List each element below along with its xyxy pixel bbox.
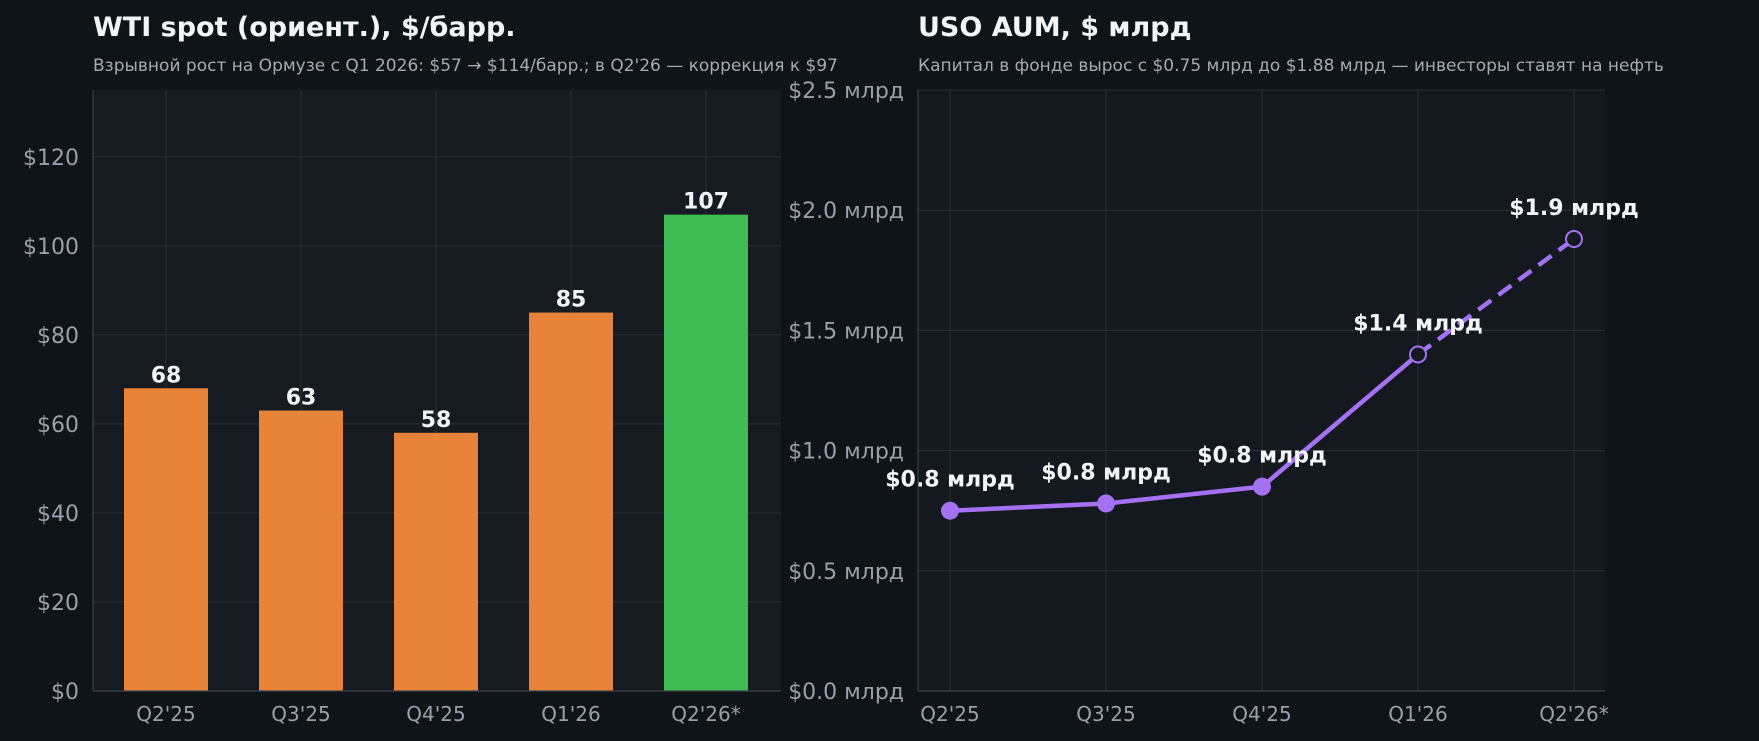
wti-bar <box>394 432 478 691</box>
uso-y-tick-label: $0.0 млрд <box>788 680 904 705</box>
wti-bar-value-label: 68 <box>151 363 182 388</box>
uso-x-ticks: Q2'25 Q3'25 Q4'25 Q1'26 Q2'26* <box>920 702 1608 726</box>
uso-x-tick-label: Q2'26* <box>1539 702 1608 726</box>
wti-bars <box>124 214 748 691</box>
wti-data-labels: 68 63 58 85 107 <box>151 190 729 433</box>
uso-point-marker <box>1409 345 1427 364</box>
wti-bar <box>664 214 748 691</box>
uso-y-tick-label: $1.5 млрд <box>788 319 904 344</box>
uso-x-tick-label: Q2'25 <box>920 702 979 726</box>
wti-bar <box>529 312 613 691</box>
uso-point-value-label: $0.8 млрд <box>885 468 1015 493</box>
uso-y-tick-label: $0.5 млрд <box>788 560 904 585</box>
wti-x-ticks: Q2'25 Q3'25 Q4'25 Q1'26 Q2'26* <box>136 702 740 726</box>
wti-bar-value-label: 85 <box>556 288 587 313</box>
uso-aum-chart: $0.8 млрд $0.8 млрд $0.8 млрд $1.4 млрд $1.9… <box>788 12 1664 726</box>
wti-bar-value-label: 63 <box>286 386 317 411</box>
uso-line-estimate <box>1416 237 1576 357</box>
uso-line-actual <box>947 352 1421 513</box>
uso-x-tick-label: Q1'26 <box>1388 702 1447 726</box>
uso-y-tick-label: $2.0 млрд <box>788 199 904 224</box>
wti-x-tick-label: Q2'26* <box>671 702 740 726</box>
wti-y-tick-label: $20 <box>37 591 79 616</box>
wti-bar-value-label: 58 <box>421 408 452 433</box>
wti-bar <box>124 388 208 691</box>
uso-y-tick-label: $2.5 млрд <box>788 79 904 104</box>
wti-bar-value-label: 107 <box>683 190 729 215</box>
wti-y-tick-label: $0 <box>51 680 79 705</box>
uso-y-tick-label: $1.0 млрд <box>788 440 904 465</box>
wti-y-tick-label: $100 <box>23 235 79 260</box>
wti-x-tick-label: Q3'25 <box>271 702 330 726</box>
wti-y-tick-label: $80 <box>37 324 79 349</box>
uso-point-marker <box>1565 230 1583 249</box>
wti-x-tick-label: Q4'25 <box>406 702 465 726</box>
wti-y-tick-label: $60 <box>37 413 79 438</box>
uso-x-tick-label: Q3'25 <box>1076 702 1135 726</box>
uso-x-tick-label: Q4'25 <box>1232 702 1291 726</box>
uso-point-value-label: $0.8 млрд <box>1197 444 1327 469</box>
uso-point-value-label: $1.4 млрд <box>1353 311 1483 336</box>
wti-y-ticks: $0 $20 $40 $60 $80 $100 $120 <box>23 146 79 705</box>
wti-chart: 68 63 58 85 107 $0 $20 $40 $60 $80 $100 $120 Q2'25… <box>23 12 838 726</box>
uso-point-marker <box>941 501 959 520</box>
uso-chart-title: USO AUM, $ млрд <box>918 12 1191 43</box>
uso-point-marker <box>1097 494 1115 513</box>
uso-point-marker <box>1253 477 1271 496</box>
uso-point-value-label: $0.8 млрд <box>1041 460 1171 485</box>
uso-line-series <box>941 230 1583 520</box>
wti-y-tick-label: $40 <box>37 502 79 527</box>
uso-chart-subtitle: Капитал в фонде вырос с $0.75 млрд до $1… <box>918 56 1664 76</box>
wti-chart-title: WTI spot (ориент.), $/барр. <box>93 12 516 43</box>
uso-data-labels: $0.8 млрд $0.8 млрд $0.8 млрд $1.4 млрд $1.9… <box>885 196 1639 493</box>
wti-chart-subtitle: Взрывной рост на Ормузе с Q1 2026: $57 →… <box>93 56 838 76</box>
wti-bar <box>259 410 343 691</box>
wti-y-tick-label: $120 <box>23 146 79 171</box>
uso-point-value-label: $1.9 млрд <box>1509 196 1639 221</box>
wti-x-tick-label: Q1'26 <box>541 702 600 726</box>
wti-x-tick-label: Q2'25 <box>136 702 195 726</box>
uso-y-ticks: $0.0 млрд $0.5 млрд $1.0 млрд $1.5 млрд $2.0… <box>788 79 904 705</box>
